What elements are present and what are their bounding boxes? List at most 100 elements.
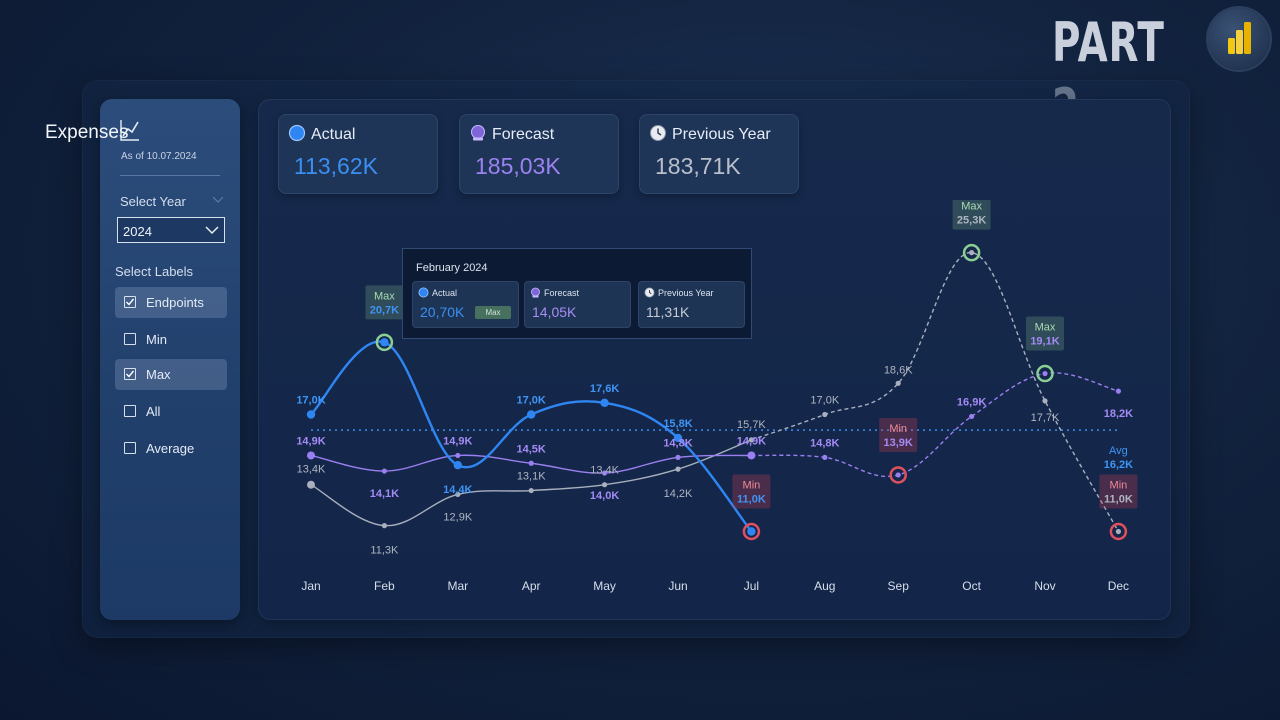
max-badge: Max <box>475 306 511 319</box>
previous-point <box>455 491 461 498</box>
max-annotation-value: 20,7K <box>370 304 399 316</box>
average-value: 16,2K <box>1104 459 1133 471</box>
actual-point <box>306 410 316 419</box>
kpi-value: 183,71K <box>655 153 741 179</box>
min-annotation-value: 11,0K <box>737 494 766 506</box>
forecast-point <box>675 454 681 460</box>
checkbox-icon <box>124 333 136 345</box>
max-annotation-value: 25,3K <box>957 215 986 227</box>
option-label: Min <box>146 332 167 347</box>
forecast-data-label: 18,2K <box>1104 408 1133 420</box>
previous-series-forecast-line <box>751 251 1120 532</box>
x-tick-label: Feb <box>374 579 395 593</box>
checkbox-icon <box>124 405 136 417</box>
kpi-label: Actual <box>311 126 356 143</box>
forecast-data-label: 14,8K <box>810 437 839 449</box>
min-annotation-box <box>879 417 918 452</box>
forecast-data-label: 14,9K <box>737 435 766 447</box>
forecast-point <box>1115 388 1121 394</box>
tooltip-label: Actual <box>432 288 458 298</box>
min-annotation-label: Min <box>743 480 761 492</box>
actual-data-label: 17,0K <box>517 395 546 407</box>
tooltip-title: February 2024 <box>416 262 488 274</box>
tooltip-value: 14,05K <box>532 304 577 320</box>
max-annotation-box <box>952 200 991 230</box>
x-tick-label: Aug <box>814 579 835 593</box>
circle-icon <box>288 124 306 142</box>
kpi-card-forecast[interactable]: Forecast 185,03K <box>459 114 619 194</box>
sidebar-title: Expenses <box>45 122 129 143</box>
previous-point <box>602 482 608 488</box>
previous-point <box>1115 528 1121 535</box>
option-all[interactable]: All <box>115 396 227 427</box>
previous-data-label: 13,4K <box>297 464 326 476</box>
clock-icon <box>650 125 666 141</box>
kpi-value: 113,62K <box>294 153 378 179</box>
forecast-data-label: 14,5K <box>517 443 546 455</box>
min-annotation-box <box>1099 474 1138 509</box>
min-annotation-value: 11,0K <box>1104 494 1133 506</box>
line-chart-icon <box>120 120 139 141</box>
previous-data-label: 13,4K <box>590 465 619 477</box>
tooltip-label: Previous Year <box>658 288 714 298</box>
tooltip-card-actual: Actual 20,70K Max <box>412 281 519 328</box>
forecast-point <box>747 451 756 460</box>
max-annotation-label: Max <box>1035 322 1056 334</box>
chevron-down-icon[interactable] <box>212 196 224 204</box>
max-annotation-label: Max <box>961 201 982 213</box>
select-year-label: Select Year <box>120 194 186 209</box>
max-marker-ring <box>375 333 394 352</box>
min-annotation-value: 13,9K <box>884 437 913 449</box>
previous-data-label: 17,0K <box>810 395 839 407</box>
x-tick-label: Jan <box>301 579 320 593</box>
kpi-label: Forecast <box>492 126 555 143</box>
min-marker-ring <box>742 522 761 541</box>
option-average[interactable]: Average <box>115 433 227 464</box>
forecast-data-label: 14,8K <box>663 437 692 449</box>
kpi-card-actual[interactable]: Actual 113,62K <box>278 114 438 194</box>
previous-data-label: 11,3K <box>370 545 399 557</box>
actual-point <box>673 433 683 443</box>
tooltip-value: 20,70K <box>420 304 465 320</box>
actual-point <box>380 338 389 347</box>
forecast-point <box>307 451 315 460</box>
actual-point <box>453 461 462 470</box>
max-annotation-box <box>1026 316 1064 351</box>
year-value: 2024 <box>123 224 152 239</box>
option-label: Average <box>146 441 195 456</box>
kpi-value: 185,03K <box>475 153 561 179</box>
option-label: Max <box>146 367 171 382</box>
option-max[interactable]: Max <box>115 359 227 390</box>
min-annotation-label: Min <box>1110 480 1128 492</box>
previous-data-label: 14,2K <box>664 488 693 500</box>
previous-point <box>748 437 754 443</box>
previous-data-label: 13,1K <box>517 471 546 483</box>
actual-data-label: 17,0K <box>296 395 325 407</box>
forecast-data-label: 14,9K <box>443 435 472 447</box>
checkbox-checked-icon <box>124 296 136 308</box>
option-min[interactable]: Min <box>115 324 227 355</box>
x-tick-label: Jul <box>744 579 759 593</box>
circle-icon <box>418 287 429 298</box>
year-dropdown[interactable]: 2024 <box>117 217 225 243</box>
option-endpoints[interactable]: Endpoints <box>115 287 227 318</box>
x-tick-label: Sep <box>888 579 910 593</box>
x-tick-label: Oct <box>962 579 981 593</box>
expenses-line-chart[interactable]: 13,4K 11,3K 12,9K 13,1K 13,4K 14,2K 15,7K 17,0K… <box>258 200 1171 610</box>
select-labels-heading: Select Labels <box>115 264 194 279</box>
checkbox-icon <box>124 442 136 454</box>
actual-point <box>600 398 609 407</box>
previous-data-label: 17,7K <box>1031 412 1060 424</box>
kpi-label: Previous Year <box>672 126 771 143</box>
kpi-card-previous-year[interactable]: Previous Year 183,71K <box>639 114 799 194</box>
forecast-point <box>969 413 975 420</box>
min-marker-ring <box>1109 522 1128 541</box>
previous-data-label: 18,6K <box>884 364 913 376</box>
forecast-point <box>381 468 387 474</box>
crystal-ball-icon <box>471 125 485 141</box>
previous-point <box>528 487 534 494</box>
actual-data-label: 17,6K <box>590 383 619 395</box>
sidebar-divider <box>120 175 220 176</box>
forecast-point <box>895 472 901 478</box>
checkbox-checked-icon <box>124 368 136 380</box>
